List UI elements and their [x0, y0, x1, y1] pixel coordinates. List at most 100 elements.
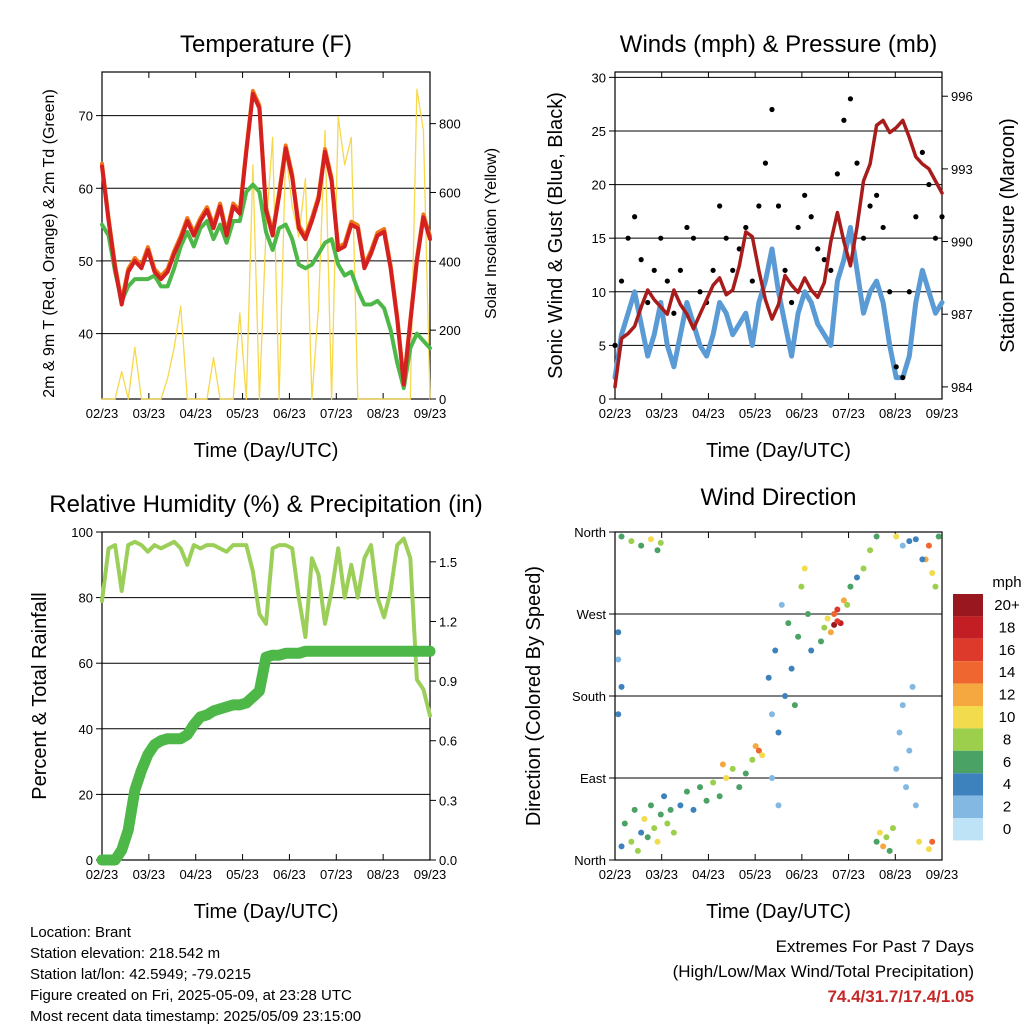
y-tick-label: 80 [79, 591, 93, 606]
legend-swatch [953, 795, 983, 818]
wind-direction-point [638, 542, 645, 549]
wind-direction-point [729, 765, 736, 772]
x-tick-label: 05/23 [739, 867, 772, 882]
x-tick-label: 05/23 [739, 406, 772, 421]
gust-point [717, 203, 723, 209]
gust-point [684, 224, 690, 231]
wind-direction-point [880, 843, 887, 850]
wind-direction-point [628, 838, 635, 845]
y-tick-label: 60 [79, 656, 93, 671]
wind-direction-point [634, 847, 641, 854]
gust-point [847, 96, 854, 102]
x-tick-label: 09/23 [414, 406, 447, 421]
x-tick-label: 06/23 [273, 867, 306, 882]
plot-frame [614, 531, 943, 861]
wind-direction-point [618, 843, 625, 850]
wind-direction-point [844, 601, 851, 608]
x-tick-label: 03/23 [133, 867, 166, 882]
y-tick-label: 70 [79, 109, 93, 124]
y-tick-label: North [574, 853, 606, 868]
wind-direction-point [778, 601, 785, 608]
wind-direction-point [615, 629, 622, 636]
legend-label: 10 [999, 709, 1016, 726]
wind-direction-point [919, 556, 926, 563]
gust-point [887, 289, 893, 295]
wind-direction-point [775, 802, 782, 809]
gust-point [808, 214, 814, 220]
legend-swatch [953, 661, 983, 684]
wind-direction-point [899, 702, 906, 709]
extremes-title: Extremes For Past 7 Days [775, 937, 974, 956]
gust-point [913, 214, 919, 220]
y-tick-label: 15 [592, 231, 606, 246]
station-pressure-line [613, 118, 944, 389]
plot-frame [101, 531, 431, 861]
extremes-legend: (High/Low/Max Wind/Total Precipitation) [672, 962, 974, 981]
gust-point [834, 171, 840, 177]
wind-direction-point [831, 611, 838, 617]
gust-point [618, 278, 625, 284]
wind-direction-point [775, 729, 782, 736]
y-tick-label: 10 [592, 285, 606, 300]
gust-point [749, 278, 755, 284]
y-axis-label-left: Direction (Colored By Speed) [523, 566, 545, 826]
sonic-wind-line [612, 225, 945, 381]
legend-label: 6 [1003, 754, 1011, 771]
y-tick-label: 30 [592, 70, 606, 85]
legend-label: 12 [999, 687, 1016, 704]
wind-direction-point [654, 547, 661, 554]
legend-swatch [953, 750, 983, 774]
solar-insolation-line [101, 88, 431, 400]
x-axis-label: Time (Day/UTC) [194, 901, 339, 923]
y-tick-label: 40 [79, 722, 93, 737]
right-tick-label: 200 [439, 323, 461, 338]
legend-label: 8 [1003, 731, 1011, 748]
wind-direction-point [847, 583, 854, 590]
wind-direction-point [909, 683, 916, 690]
y-tick-label: 20 [592, 178, 606, 193]
dewpoint-line [100, 182, 432, 391]
wind-direction-point [925, 542, 932, 549]
wind-direction-point [690, 806, 697, 813]
legend-swatch [953, 818, 983, 841]
legend-swatch [953, 773, 983, 796]
wind-direction-point [768, 711, 775, 718]
y-axis-label-right: Solar Insolation (Yellow) [483, 148, 500, 319]
wind-direction-point [873, 838, 880, 845]
right-tick-label: 1.5 [439, 555, 457, 570]
wind-direction-point [896, 729, 903, 736]
wind-direction-point [749, 756, 756, 763]
x-tick-label: 03/23 [645, 406, 678, 421]
wind-direction-point [903, 784, 910, 791]
gust-point [769, 106, 775, 113]
y-axis-label-left: 2m & 9m T (Red, Orange) & 2m Td (Green) [41, 89, 58, 398]
wind-direction-point [834, 618, 841, 625]
wind-direction-point [618, 533, 625, 540]
legend-swatch [953, 683, 983, 706]
wind-direction-point [667, 806, 674, 813]
wind-direction-point [916, 838, 923, 845]
wind-direction-point [893, 533, 900, 540]
y-tick-label: 25 [592, 124, 606, 139]
wind-direction-point [883, 834, 890, 841]
x-axis-label: Time (Day/UTC) [706, 901, 851, 923]
x-tick-label: 08/23 [879, 406, 912, 421]
gust-point [612, 342, 618, 348]
gust-point [782, 267, 788, 273]
legend-label: 18 [999, 619, 1016, 636]
wind-direction-point [647, 536, 654, 543]
x-tick-label: 09/23 [926, 406, 959, 421]
wind-direction-point [912, 536, 919, 543]
wind-direction-point [765, 674, 772, 681]
y-tick-label: 5 [599, 338, 606, 353]
gust-point [775, 203, 782, 209]
x-tick-label: 02/23 [599, 867, 632, 882]
wind-direction-point [929, 838, 936, 845]
wind-direction-point [785, 620, 792, 627]
y-tick-label: 100 [71, 525, 93, 540]
gust-point [632, 214, 638, 220]
wind-direction-point [719, 761, 726, 768]
y-tick-label: 20 [79, 787, 93, 802]
gust-point [697, 289, 703, 295]
